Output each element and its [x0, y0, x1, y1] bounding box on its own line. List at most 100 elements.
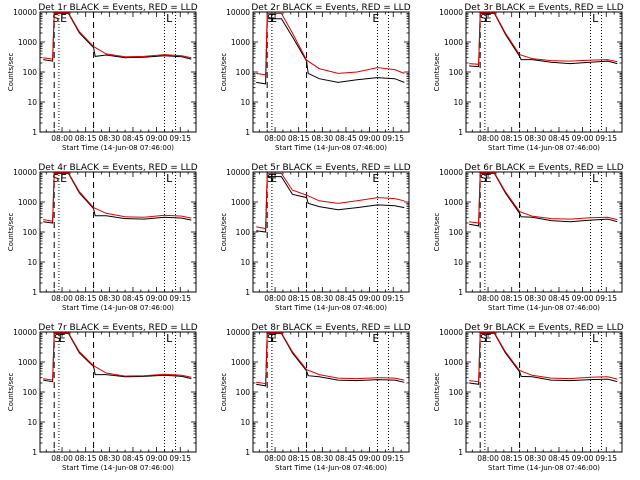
y-tick-label: 10000 — [226, 168, 250, 177]
chart-title: Det 2r BLACK = Events, RED = LLD — [251, 3, 410, 13]
x-tick-label: 08:45 — [335, 454, 357, 463]
y-tick-label: 10 — [27, 418, 37, 427]
chart-title: Det 5r BLACK = Events, RED = LLD — [251, 163, 410, 173]
lld-series-line — [469, 12, 618, 65]
chart-panel: Det 7r BLACK = Events, RED = LLD 1 10 100 10… — [7, 323, 198, 472]
chart-panel: Det 2r BLACK = Events, RED = LLD 1 10 100 10… — [220, 3, 411, 152]
y-tick-label: 1 — [32, 288, 37, 297]
chart-title: Det 7r BLACK = Events, RED = LLD — [38, 323, 197, 333]
event-marker-label: S — [267, 172, 274, 185]
y-tick-label: 100 — [449, 68, 464, 77]
x-axis-title: Start Time (14-Jun-08 07:46:00) — [275, 144, 387, 152]
chart-title: Det 1r BLACK = Events, RED = LLD — [38, 3, 197, 13]
chart-panel: Det 1r BLACK = Events, RED = LLD 1 10 100 10… — [7, 3, 198, 152]
event-marker-label: E — [60, 12, 67, 25]
y-tick-label: 1000 — [444, 358, 463, 367]
y-tick-label: 1 — [245, 448, 250, 457]
y-tick-label: 1000 — [18, 38, 37, 47]
x-tick-label: 08:15 — [501, 294, 523, 303]
lld-series-line — [43, 332, 192, 381]
y-tick-label: 10000 — [439, 8, 463, 17]
plot-frame — [252, 171, 410, 293]
chart-panel: Det 8r BLACK = Events, RED = LLD 1 10 100 10… — [220, 323, 411, 472]
event-marker-label: E — [485, 332, 492, 345]
chart-title: Det 8r BLACK = Events, RED = LLD — [251, 323, 410, 333]
event-marker-label: S — [52, 172, 59, 185]
event-marker-label: E — [59, 332, 66, 345]
plot-frame — [39, 171, 197, 293]
x-tick-label: 08:15 — [288, 294, 310, 303]
y-tick-label: 100 — [23, 388, 38, 397]
x-tick-label: 08:45 — [335, 294, 357, 303]
event-marker-label: L — [166, 172, 173, 185]
chart-title: Det 3r BLACK = Events, RED = LLD — [464, 3, 623, 13]
y-tick-label: 100 — [236, 388, 251, 397]
y-tick-label: 100 — [236, 68, 251, 77]
y-tick-label: 1 — [458, 448, 463, 457]
y-axis-title: Counts/sec — [7, 213, 15, 252]
y-tick-label: 10000 — [439, 168, 463, 177]
y-tick-label: 100 — [23, 68, 38, 77]
y-axis-title: Counts/sec — [220, 373, 228, 412]
event-marker-label: L — [166, 332, 173, 345]
y-tick-label: 10000 — [13, 328, 37, 337]
y-tick-label: 1 — [458, 128, 463, 137]
x-tick-label: 08:30 — [312, 454, 334, 463]
y-tick-label: 10 — [453, 98, 463, 107]
y-axis-title: Counts/sec — [433, 213, 441, 252]
event-marker-label: E — [60, 172, 67, 185]
x-tick-label: 09:00 — [572, 454, 594, 463]
x-tick-label: 08:45 — [122, 134, 144, 143]
x-tick-label: 08:30 — [99, 454, 121, 463]
lld-series-line — [256, 172, 405, 230]
x-axis-title: Start Time (14-Jun-08 07:46:00) — [488, 304, 600, 312]
x-tick-label: 08:00 — [51, 134, 73, 143]
x-tick-label: 08:15 — [75, 294, 97, 303]
plot-frame — [39, 331, 197, 453]
x-axis-title: Start Time (14-Jun-08 07:46:00) — [62, 304, 174, 312]
event-marker-label: S — [480, 12, 487, 25]
y-tick-label: 1 — [32, 128, 37, 137]
lld-series-line — [43, 12, 192, 60]
y-tick-label: 1000 — [231, 38, 250, 47]
x-tick-label: 09:00 — [359, 294, 381, 303]
events-series-line — [469, 172, 618, 227]
event-marker-label: L — [166, 12, 173, 25]
x-tick-label: 08:45 — [548, 454, 570, 463]
x-tick-label: 09:00 — [359, 454, 381, 463]
x-tick-label: 09:00 — [146, 294, 168, 303]
y-tick-label: 1000 — [444, 198, 463, 207]
x-tick-label: 09:00 — [146, 134, 168, 143]
x-tick-label: 09:15 — [169, 134, 191, 143]
x-tick-label: 08:45 — [335, 134, 357, 143]
x-tick-label: 09:15 — [382, 134, 404, 143]
x-axis-title: Start Time (14-Jun-08 07:46:00) — [275, 304, 387, 312]
chart-title: Det 9r BLACK = Events, RED = LLD — [464, 323, 623, 333]
events-series-line — [256, 176, 405, 233]
x-tick-label: 08:30 — [312, 134, 334, 143]
plot-frame — [252, 331, 410, 453]
event-marker-label: L — [592, 172, 599, 185]
x-tick-label: 08:15 — [288, 454, 310, 463]
x-tick-label: 08:00 — [477, 134, 499, 143]
x-tick-label: 08:00 — [51, 454, 73, 463]
y-axis-title: Counts/sec — [433, 373, 441, 412]
x-tick-label: 08:30 — [99, 294, 121, 303]
lld-series-line — [256, 332, 405, 385]
plot-frame — [465, 171, 623, 293]
x-tick-label: 09:15 — [595, 294, 617, 303]
y-tick-label: 100 — [449, 388, 464, 397]
event-marker-label: L — [592, 12, 599, 25]
event-marker-label: E — [270, 332, 277, 345]
chart-panel: Det 5r BLACK = Events, RED = LLD 1 10 100 10… — [220, 163, 411, 312]
x-tick-label: 08:00 — [477, 294, 499, 303]
event-marker-label: E — [270, 172, 277, 185]
y-tick-label: 10000 — [439, 328, 463, 337]
x-tick-label: 08:30 — [525, 294, 547, 303]
y-axis-title: Counts/sec — [7, 373, 15, 412]
x-axis-title: Start Time (14-Jun-08 07:46:00) — [488, 144, 600, 152]
y-tick-label: 1000 — [231, 358, 250, 367]
x-tick-label: 08:45 — [548, 294, 570, 303]
events-series-line — [256, 18, 405, 85]
